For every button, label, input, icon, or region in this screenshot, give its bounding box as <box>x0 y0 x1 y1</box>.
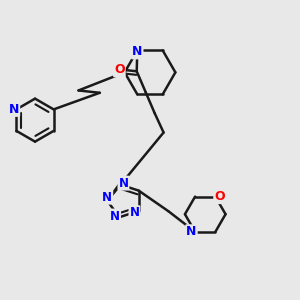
Text: N: N <box>118 177 128 190</box>
Text: N: N <box>102 191 112 204</box>
Text: N: N <box>9 103 19 116</box>
Text: N: N <box>110 209 120 223</box>
Text: N: N <box>132 45 142 58</box>
Text: N: N <box>186 225 197 238</box>
Text: N: N <box>129 206 140 219</box>
Text: O: O <box>214 190 225 203</box>
Text: O: O <box>114 63 125 76</box>
